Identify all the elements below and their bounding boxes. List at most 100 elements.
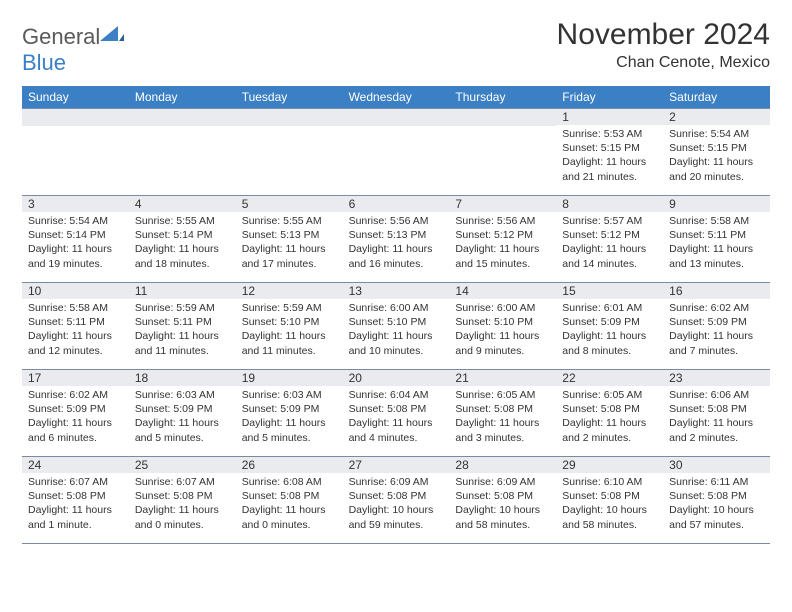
sunrise-text: Sunrise: 5:55 AM	[135, 214, 230, 228]
day-body: Sunrise: 6:02 AMSunset: 5:09 PMDaylight:…	[663, 299, 770, 362]
daylight-text: Daylight: 11 hours and 10 minutes.	[349, 329, 444, 357]
sunrise-text: Sunrise: 6:03 AM	[135, 388, 230, 402]
day-body: Sunrise: 5:59 AMSunset: 5:11 PMDaylight:…	[129, 299, 236, 362]
sunset-text: Sunset: 5:08 PM	[562, 402, 657, 416]
daylight-text: Daylight: 11 hours and 16 minutes.	[349, 242, 444, 270]
sunrise-text: Sunrise: 6:04 AM	[349, 388, 444, 402]
day-cell	[129, 109, 236, 195]
title-block: November 2024 Chan Cenote, Mexico	[557, 18, 770, 72]
day-cell: 3Sunrise: 5:54 AMSunset: 5:14 PMDaylight…	[22, 196, 129, 282]
day-cell: 14Sunrise: 6:00 AMSunset: 5:10 PMDayligh…	[449, 283, 556, 369]
day-body: Sunrise: 6:02 AMSunset: 5:09 PMDaylight:…	[22, 386, 129, 449]
day-cell: 5Sunrise: 5:55 AMSunset: 5:13 PMDaylight…	[236, 196, 343, 282]
day-body: Sunrise: 6:00 AMSunset: 5:10 PMDaylight:…	[449, 299, 556, 362]
sunrise-text: Sunrise: 6:09 AM	[455, 475, 550, 489]
day-cell: 28Sunrise: 6:09 AMSunset: 5:08 PMDayligh…	[449, 457, 556, 543]
month-title: November 2024	[557, 18, 770, 52]
day-body: Sunrise: 6:04 AMSunset: 5:08 PMDaylight:…	[343, 386, 450, 449]
daylight-text: Daylight: 11 hours and 7 minutes.	[669, 329, 764, 357]
sunset-text: Sunset: 5:08 PM	[455, 489, 550, 503]
day-number: 19	[236, 370, 343, 386]
day-number: 21	[449, 370, 556, 386]
day-cell: 30Sunrise: 6:11 AMSunset: 5:08 PMDayligh…	[663, 457, 770, 543]
brand-text: General Blue	[22, 24, 124, 76]
daylight-text: Daylight: 11 hours and 3 minutes.	[455, 416, 550, 444]
day-number: 15	[556, 283, 663, 299]
sunset-text: Sunset: 5:12 PM	[562, 228, 657, 242]
daylight-text: Daylight: 11 hours and 5 minutes.	[242, 416, 337, 444]
daylight-text: Daylight: 11 hours and 11 minutes.	[242, 329, 337, 357]
sunset-text: Sunset: 5:10 PM	[242, 315, 337, 329]
day-cell: 15Sunrise: 6:01 AMSunset: 5:09 PMDayligh…	[556, 283, 663, 369]
page-header: General Blue November 2024 Chan Cenote, …	[22, 18, 770, 76]
sunset-text: Sunset: 5:08 PM	[669, 489, 764, 503]
day-body: Sunrise: 5:58 AMSunset: 5:11 PMDaylight:…	[22, 299, 129, 362]
day-cell: 6Sunrise: 5:56 AMSunset: 5:13 PMDaylight…	[343, 196, 450, 282]
sunrise-text: Sunrise: 5:59 AM	[135, 301, 230, 315]
sunrise-text: Sunrise: 6:03 AM	[242, 388, 337, 402]
sunrise-text: Sunrise: 5:58 AM	[669, 214, 764, 228]
day-body: Sunrise: 6:01 AMSunset: 5:09 PMDaylight:…	[556, 299, 663, 362]
dow-thursday: Thursday	[449, 86, 556, 108]
day-number: 12	[236, 283, 343, 299]
sunset-text: Sunset: 5:14 PM	[28, 228, 123, 242]
daylight-text: Daylight: 11 hours and 6 minutes.	[28, 416, 123, 444]
sunset-text: Sunset: 5:11 PM	[669, 228, 764, 242]
week-row: 1Sunrise: 5:53 AMSunset: 5:15 PMDaylight…	[22, 108, 770, 195]
day-body: Sunrise: 5:59 AMSunset: 5:10 PMDaylight:…	[236, 299, 343, 362]
sunset-text: Sunset: 5:08 PM	[562, 489, 657, 503]
day-body: Sunrise: 6:10 AMSunset: 5:08 PMDaylight:…	[556, 473, 663, 536]
day-number: 7	[449, 196, 556, 212]
day-cell: 1Sunrise: 5:53 AMSunset: 5:15 PMDaylight…	[556, 109, 663, 195]
day-body: Sunrise: 6:03 AMSunset: 5:09 PMDaylight:…	[236, 386, 343, 449]
dow-header-row: Sunday Monday Tuesday Wednesday Thursday…	[22, 86, 770, 108]
sunset-text: Sunset: 5:08 PM	[242, 489, 337, 503]
dow-saturday: Saturday	[663, 86, 770, 108]
brand-logo: General Blue	[22, 18, 124, 76]
day-body: Sunrise: 5:55 AMSunset: 5:14 PMDaylight:…	[129, 212, 236, 275]
week-row: 3Sunrise: 5:54 AMSunset: 5:14 PMDaylight…	[22, 195, 770, 282]
day-number: 5	[236, 196, 343, 212]
daylight-text: Daylight: 11 hours and 8 minutes.	[562, 329, 657, 357]
day-number: 16	[663, 283, 770, 299]
day-number: 23	[663, 370, 770, 386]
daylight-text: Daylight: 11 hours and 13 minutes.	[669, 242, 764, 270]
day-body: Sunrise: 6:09 AMSunset: 5:08 PMDaylight:…	[343, 473, 450, 536]
sunset-text: Sunset: 5:10 PM	[455, 315, 550, 329]
day-body: Sunrise: 6:05 AMSunset: 5:08 PMDaylight:…	[449, 386, 556, 449]
day-number: 13	[343, 283, 450, 299]
sunset-text: Sunset: 5:10 PM	[349, 315, 444, 329]
day-cell: 8Sunrise: 5:57 AMSunset: 5:12 PMDaylight…	[556, 196, 663, 282]
sunset-text: Sunset: 5:09 PM	[562, 315, 657, 329]
day-cell	[22, 109, 129, 195]
day-cell: 13Sunrise: 6:00 AMSunset: 5:10 PMDayligh…	[343, 283, 450, 369]
dow-tuesday: Tuesday	[236, 86, 343, 108]
daylight-text: Daylight: 11 hours and 9 minutes.	[455, 329, 550, 357]
day-number: 6	[343, 196, 450, 212]
day-number: 17	[22, 370, 129, 386]
dow-friday: Friday	[556, 86, 663, 108]
daylight-text: Daylight: 11 hours and 1 minute.	[28, 503, 123, 531]
sunrise-text: Sunrise: 5:55 AM	[242, 214, 337, 228]
dow-monday: Monday	[129, 86, 236, 108]
daylight-text: Daylight: 11 hours and 17 minutes.	[242, 242, 337, 270]
day-number: 24	[22, 457, 129, 473]
brand-part2: Blue	[22, 50, 66, 75]
daylight-text: Daylight: 11 hours and 2 minutes.	[562, 416, 657, 444]
week-row: 24Sunrise: 6:07 AMSunset: 5:08 PMDayligh…	[22, 456, 770, 544]
day-cell	[236, 109, 343, 195]
sunrise-text: Sunrise: 6:05 AM	[562, 388, 657, 402]
day-cell: 22Sunrise: 6:05 AMSunset: 5:08 PMDayligh…	[556, 370, 663, 456]
calendar-page: General Blue November 2024 Chan Cenote, …	[0, 0, 792, 556]
dow-wednesday: Wednesday	[343, 86, 450, 108]
day-body: Sunrise: 5:53 AMSunset: 5:15 PMDaylight:…	[556, 125, 663, 188]
day-cell: 18Sunrise: 6:03 AMSunset: 5:09 PMDayligh…	[129, 370, 236, 456]
sunrise-text: Sunrise: 6:07 AM	[28, 475, 123, 489]
day-cell: 26Sunrise: 6:08 AMSunset: 5:08 PMDayligh…	[236, 457, 343, 543]
sunset-text: Sunset: 5:14 PM	[135, 228, 230, 242]
day-body: Sunrise: 6:05 AMSunset: 5:08 PMDaylight:…	[556, 386, 663, 449]
sunrise-text: Sunrise: 6:02 AM	[669, 301, 764, 315]
daylight-text: Daylight: 10 hours and 57 minutes.	[669, 503, 764, 531]
day-number: 28	[449, 457, 556, 473]
day-cell: 11Sunrise: 5:59 AMSunset: 5:11 PMDayligh…	[129, 283, 236, 369]
